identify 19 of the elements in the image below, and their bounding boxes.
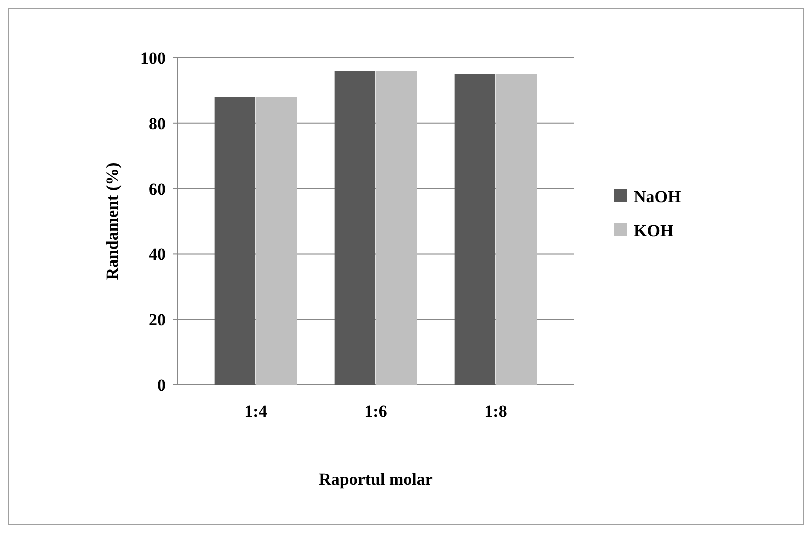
x-axis-title: Raportul molar: [319, 470, 434, 489]
x-tick-label: 1:4: [244, 402, 268, 421]
y-tick-label: 40: [149, 245, 166, 264]
bar: [454, 74, 496, 385]
bar: [214, 97, 256, 385]
bar: [256, 97, 298, 385]
y-axis-title: Randament (%): [103, 162, 122, 280]
y-tick-label: 0: [158, 376, 166, 395]
x-tick-label: 1:8: [484, 402, 508, 421]
bar: [376, 71, 418, 385]
y-tick-label: 60: [149, 180, 166, 199]
y-tick-label: 100: [140, 48, 166, 68]
legend-label: KOH: [634, 221, 674, 240]
y-tick-label: 20: [149, 310, 166, 330]
legend-label: NaOH: [634, 187, 682, 206]
bar: [496, 74, 538, 385]
x-tick-label: 1:6: [364, 402, 388, 421]
bar: [334, 71, 376, 385]
y-tick-label: 80: [149, 114, 166, 134]
